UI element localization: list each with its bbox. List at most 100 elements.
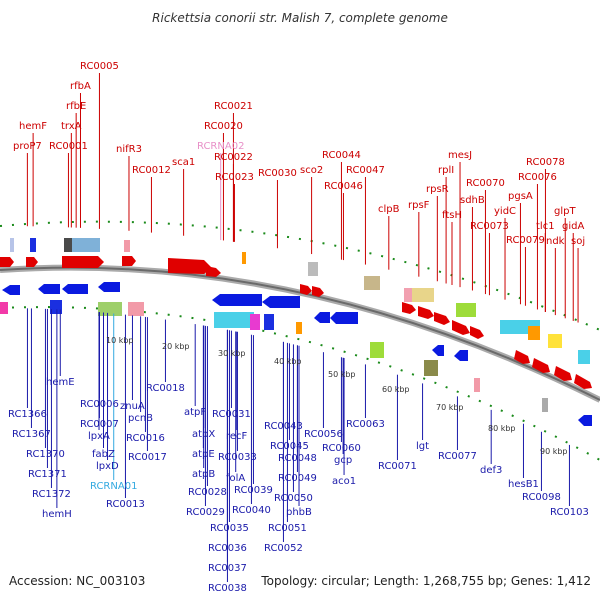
gene-forward	[402, 302, 416, 314]
tick-label: 50 kbp	[328, 370, 356, 379]
gene-label: RC0078	[526, 157, 565, 168]
gene-label: RC0052	[264, 543, 303, 554]
gene-reverse	[212, 294, 262, 306]
outer-dotted-track	[0, 220, 600, 331]
gene-label: recF	[226, 431, 248, 442]
feature-box	[296, 322, 302, 334]
gene-label: hemF	[19, 121, 47, 132]
gene-label: RC0045	[270, 441, 309, 452]
gene-label: sco2	[300, 165, 323, 176]
accession-label: Accession: NC_003103	[9, 574, 145, 588]
feature-box	[242, 252, 246, 264]
gene-reverse	[578, 415, 592, 426]
tick-label: 90 kbp	[540, 447, 568, 456]
inner-dotted-track	[0, 306, 600, 461]
tick-label: 30 kbp	[218, 349, 246, 358]
gene-label: RC1370	[26, 449, 65, 460]
gene-label: znuA	[120, 401, 145, 412]
gene-label: RC0051	[268, 523, 307, 534]
gene-label: RC0044	[322, 150, 361, 161]
gene-label: soj	[571, 236, 585, 247]
gene-label: RC0018	[146, 383, 185, 394]
gene-forward	[0, 257, 14, 267]
feature-box	[424, 360, 438, 376]
feature-box	[308, 262, 318, 276]
gene-label: hemE	[46, 377, 75, 388]
gene-label: RC0022	[214, 152, 253, 163]
gene-label: RC0030	[258, 168, 297, 179]
gene-label: RC0017	[128, 452, 167, 463]
feature-box	[404, 288, 412, 302]
gene-label: yidC	[494, 206, 516, 217]
feature-boxes	[0, 238, 590, 412]
gene-label: RC0028	[188, 487, 227, 498]
gene-label: RC0048	[278, 453, 317, 464]
gene-label: mesJ	[448, 150, 472, 161]
gene-label: RC0098	[522, 492, 561, 503]
gene-label: sca1	[172, 157, 195, 168]
gene-forward	[62, 256, 104, 268]
feature-box	[542, 398, 548, 412]
gene-label: pcnB	[128, 413, 153, 424]
gene-forward	[452, 320, 470, 335]
feature-box	[64, 238, 100, 252]
gene-label: RC1367	[12, 429, 51, 440]
gene-label: phbB	[286, 507, 312, 518]
label-leader-lines	[26, 73, 579, 582]
gene-label: rpsF	[408, 200, 430, 211]
gene-label: aco1	[332, 476, 356, 487]
gene-label: rplI	[438, 165, 454, 176]
feature-box	[98, 302, 122, 316]
gene-label: RC0007	[80, 419, 119, 430]
gene-label: sdhB	[460, 195, 485, 206]
gene-forward	[434, 312, 450, 325]
gene-label: RC0033	[218, 452, 257, 463]
gene-label: clpB	[378, 204, 400, 215]
gene-label: RC1372	[32, 489, 71, 500]
feature-box	[528, 326, 540, 340]
gene-label: rfbE	[66, 101, 86, 112]
feature-box	[474, 378, 480, 392]
gene-reverse	[98, 282, 120, 292]
gene-forward	[26, 257, 38, 267]
gene-forward	[122, 256, 136, 266]
gene-label: RC0035	[210, 523, 249, 534]
gene-label: RC0056	[304, 429, 343, 440]
gene-label: RC0016	[126, 433, 165, 444]
bottom-gene-labels: RC1366 RC1367 hemE RC1370 RC1371 RC1372 …	[8, 377, 589, 594]
forward-genes	[0, 256, 592, 389]
gene-label: gcp	[334, 455, 352, 466]
gene-label: RC0005	[80, 61, 119, 72]
gene-label: RC0046	[324, 181, 363, 192]
gene-forward	[554, 366, 572, 381]
gene-label: RC0077	[438, 451, 477, 462]
gene-label: glpT	[554, 206, 576, 217]
gene-label: RC0060	[322, 443, 361, 454]
tick-label: 40 kbp	[274, 357, 302, 366]
gene-label: RC0043	[264, 421, 303, 432]
gene-forward	[514, 350, 530, 364]
gene-label: pgsA	[508, 191, 533, 202]
feature-box	[128, 302, 144, 316]
gene-forward	[206, 266, 221, 277]
gene-label: atpB	[192, 469, 215, 480]
feature-box	[578, 350, 590, 364]
top-gene-labels: proP7 hemF RC0001 trxA rfbE rfbA RC0005 …	[13, 61, 585, 247]
feature-box	[50, 300, 62, 314]
gene-label: lpxA	[88, 431, 110, 442]
feature-box	[30, 238, 36, 252]
tick-label: 10 kbp	[106, 336, 134, 345]
feature-box	[364, 276, 380, 290]
gene-forward	[168, 258, 212, 274]
feature-box	[370, 342, 384, 358]
gene-label: RC0079	[506, 235, 545, 246]
gene-reverse	[2, 285, 20, 295]
gene-label: lgt	[416, 441, 429, 452]
gene-label: RC0012	[132, 165, 171, 176]
gene-label: RC0037	[208, 563, 247, 574]
gene-label: folA	[226, 473, 245, 484]
gene-label: lpxD	[96, 461, 119, 472]
gene-label: nifR3	[116, 144, 142, 155]
feature-box	[124, 240, 130, 252]
